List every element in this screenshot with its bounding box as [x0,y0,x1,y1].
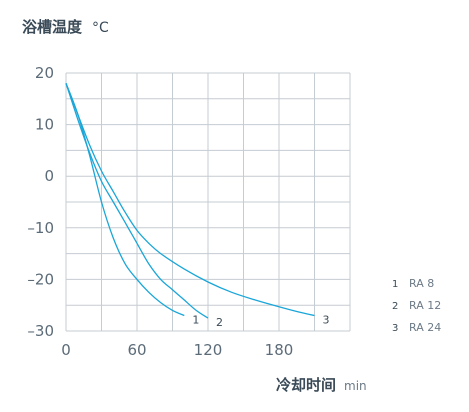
curve-label-2: 2 [216,316,223,329]
x-axis-ticks: 0 60 120 180 [61,341,293,359]
x-tick-label: 0 [61,341,71,359]
legend: 1 RA 8 2 RA 12 3 RA 24 [392,277,441,334]
x-tick-label: 120 [194,341,223,359]
legend-label-2: RA 12 [409,299,441,312]
series-line-1 [65,83,185,317]
curve-labels: 1 2 3 [192,314,329,330]
x-axis-label-text: 冷却时间 [276,376,336,394]
grid [65,72,351,332]
legend-label-3: RA 24 [409,321,441,334]
x-axis-label: 冷却时间 min [276,376,367,394]
x-tick-label: 180 [265,341,294,359]
curve-label-1: 1 [192,314,199,327]
legend-number-1: 1 [392,279,398,290]
chart-title-text: 浴槽温度 [22,18,83,36]
y-tick-label: –30 [27,322,54,340]
legend-label-1: RA 8 [409,277,434,290]
y-axis-ticks: 20 10 0 –10 –20 –30 [27,64,54,340]
x-axis-label-unit: min [344,379,367,393]
legend-number-3: 3 [392,323,398,334]
series-lines [65,83,315,319]
curve-label-3: 3 [323,314,330,327]
y-tick-label: 20 [35,64,54,82]
y-tick-label: 0 [44,167,54,185]
series-line-3 [65,83,315,317]
chart-title-unit: °C [92,20,109,36]
y-tick-label: 10 [35,116,54,134]
chart-title: 浴槽温度 °C [22,18,109,36]
y-tick-label: –10 [27,219,54,237]
legend-number-2: 2 [392,301,398,312]
y-tick-label: –20 [27,270,54,288]
series-line-2 [65,83,209,319]
x-tick-label: 60 [127,341,146,359]
